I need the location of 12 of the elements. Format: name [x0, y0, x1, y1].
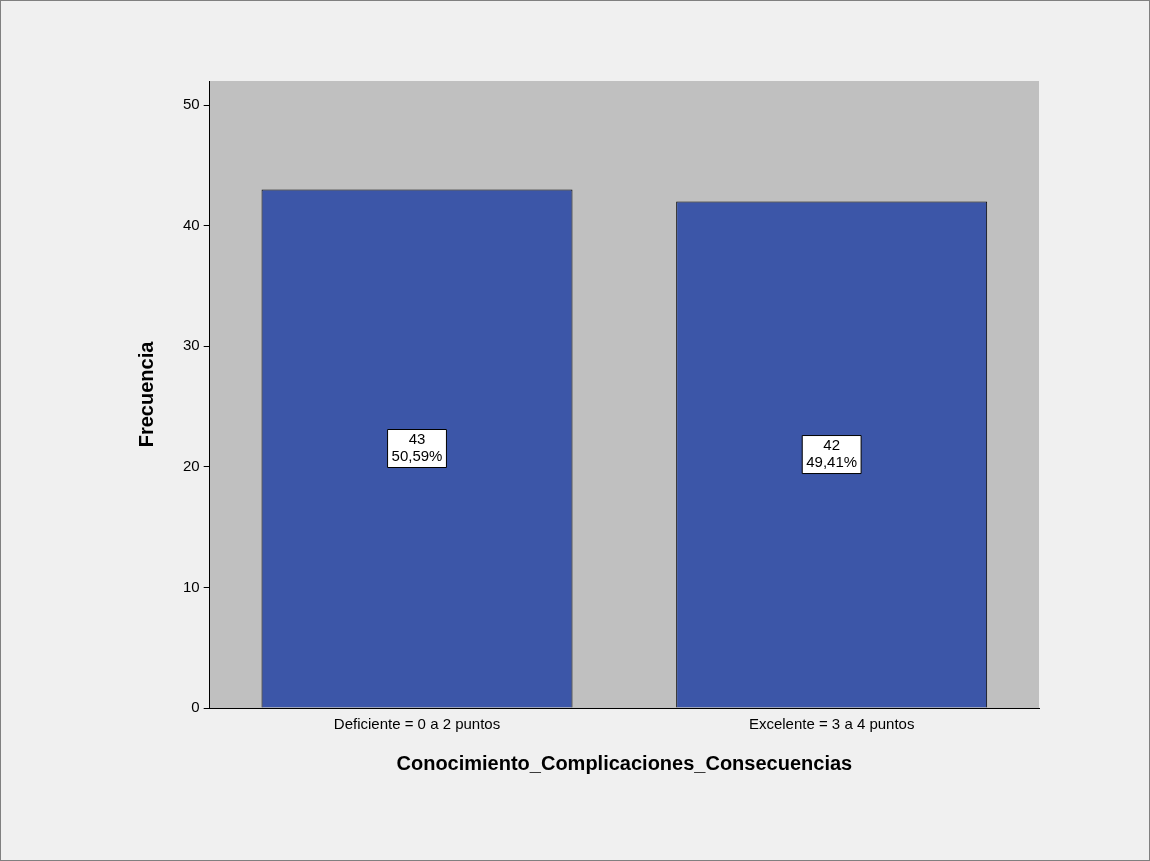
x-tick-label: Deficiente = 0 a 2 puntos: [333, 715, 501, 733]
data-label: 43 50,59%: [391, 430, 443, 465]
y-tick-label: 0: [191, 698, 200, 716]
y-tick-label: 30: [183, 336, 200, 354]
y-tick-label: 50: [183, 95, 200, 113]
y-axis-title: Frecuencia: [134, 340, 157, 448]
x-tick-label: Excelente = 3 a 4 puntos: [748, 715, 915, 733]
y-tick-label: 40: [183, 215, 200, 233]
y-tick-label: 10: [183, 577, 200, 595]
y-tick-label: 20: [183, 456, 200, 474]
data-label: 42 49,41%: [806, 436, 858, 471]
x-axis-title: Conocimiento_Complicaciones_Consecuencias: [396, 751, 853, 774]
